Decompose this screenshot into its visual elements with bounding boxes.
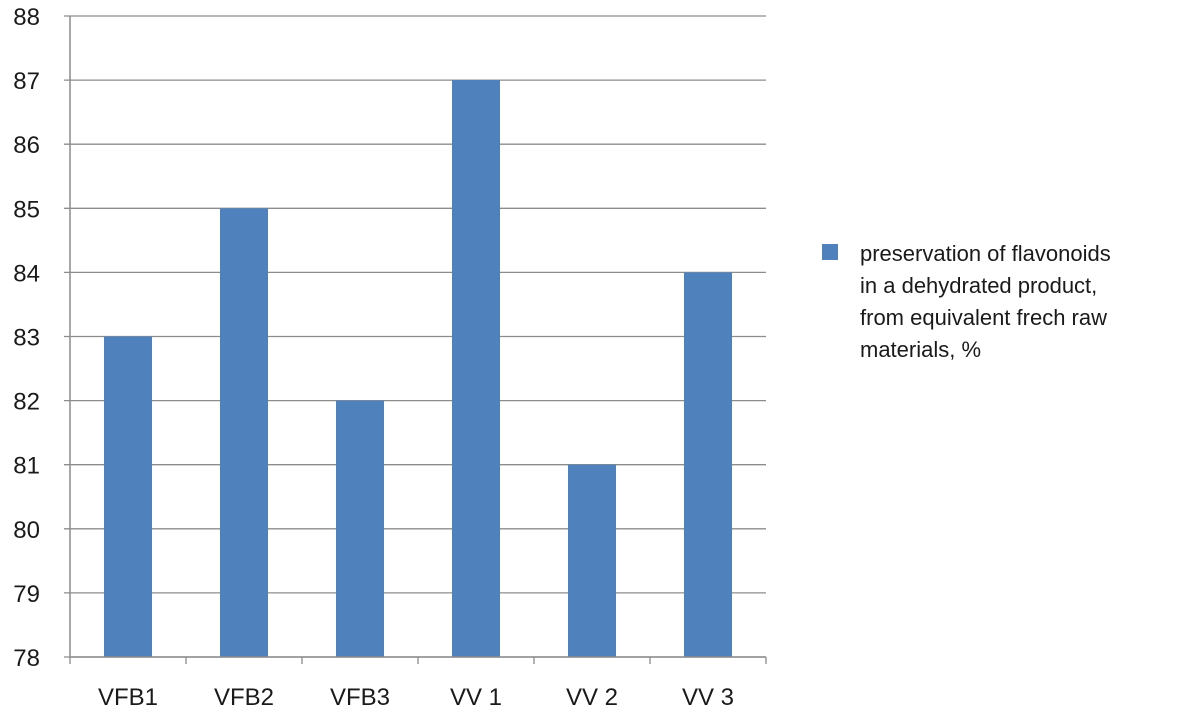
gridlines (64, 15, 766, 658)
y-tick-label: 85 (13, 196, 40, 223)
bar (220, 208, 268, 658)
y-tick-label: 88 (13, 4, 40, 31)
legend: preservation of flavonoids in a dehydrat… (822, 238, 1200, 366)
x-tick-label: VFB2 (214, 684, 274, 711)
x-tick-label: VFB3 (330, 684, 390, 711)
y-tick-label: 86 (13, 132, 40, 159)
x-tick-label: VFB1 (98, 684, 158, 711)
y-tick-label: 80 (13, 517, 40, 544)
y-tick-label: 82 (13, 389, 40, 416)
y-tick-label: 81 (13, 453, 40, 480)
y-tick-label: 83 (13, 325, 40, 352)
y-tick-label: 84 (13, 260, 40, 287)
y-tick-label: 79 (13, 581, 40, 608)
x-axis-tick-labels: VFB1 VFB2 VFB3 VV 1 VV 2 VV 3 (98, 684, 734, 711)
bar (452, 80, 500, 658)
x-tick-label: VV 3 (682, 684, 734, 711)
y-axis-tick-labels: 78 79 80 81 82 83 84 85 86 87 88 (13, 4, 40, 672)
bar (568, 464, 616, 657)
axes (69, 16, 767, 664)
legend-label: preservation of flavonoids in a dehydrat… (860, 241, 1111, 362)
x-tick-label: VV 1 (450, 684, 502, 711)
bar (336, 400, 384, 657)
bar (684, 272, 732, 657)
x-tick-label: VV 2 (566, 684, 618, 711)
y-tick-label: 78 (13, 645, 40, 672)
y-tick-label: 87 (13, 68, 40, 95)
legend-swatch (822, 244, 838, 260)
bar (104, 336, 152, 657)
bars (104, 80, 732, 658)
